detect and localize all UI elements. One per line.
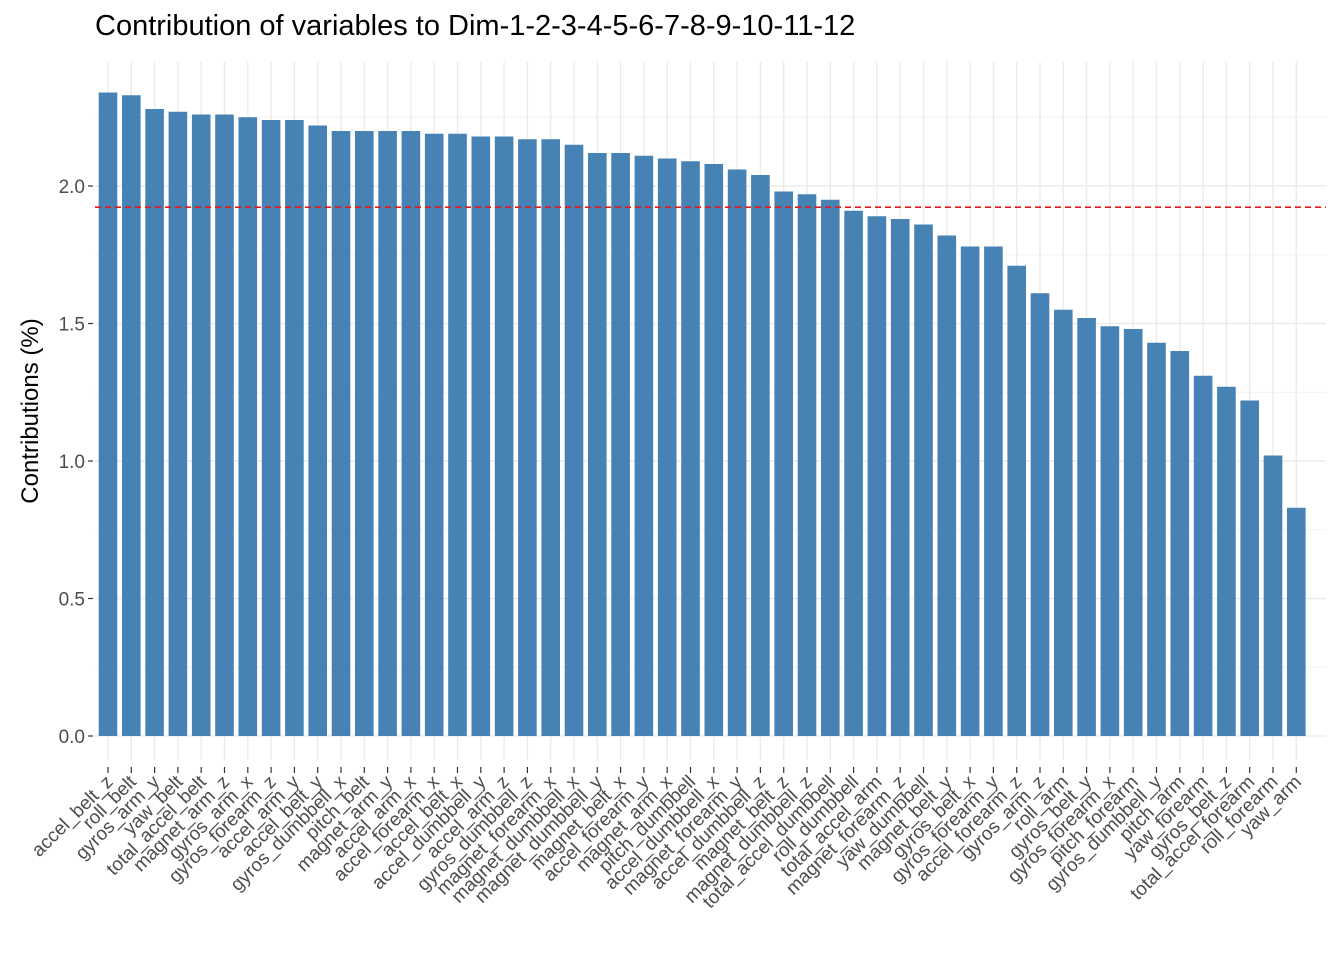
chart-title: Contribution of variables to Dim-1-2-3-4… bbox=[95, 10, 856, 42]
bar bbox=[914, 224, 933, 736]
y-tick-label: 1.5 bbox=[59, 315, 85, 336]
bar bbox=[331, 131, 351, 736]
bar bbox=[844, 210, 863, 736]
bar bbox=[1054, 309, 1073, 736]
bar bbox=[1077, 318, 1096, 736]
bar bbox=[821, 199, 840, 736]
y-axis-label: Contributions (%) bbox=[17, 318, 44, 503]
bar bbox=[285, 120, 304, 736]
bar bbox=[541, 139, 560, 736]
y-axis-ticks: 0.0 0.5 1.0 1.5 2.0 bbox=[59, 177, 93, 748]
bar bbox=[657, 158, 677, 736]
bar bbox=[238, 117, 258, 736]
bar bbox=[168, 111, 188, 736]
bar bbox=[564, 144, 584, 736]
bar bbox=[424, 133, 444, 736]
bar bbox=[890, 219, 910, 736]
bar bbox=[634, 155, 654, 736]
bar bbox=[1030, 293, 1050, 736]
bar bbox=[960, 246, 980, 736]
bar bbox=[308, 125, 327, 736]
bar bbox=[191, 114, 211, 736]
bar bbox=[98, 92, 118, 736]
bar bbox=[261, 120, 281, 736]
bar bbox=[471, 136, 491, 736]
bar bbox=[1193, 375, 1213, 736]
bar bbox=[122, 95, 141, 736]
bar bbox=[1147, 342, 1166, 736]
bar bbox=[681, 161, 700, 736]
bar bbox=[1287, 507, 1306, 736]
bar bbox=[727, 169, 747, 736]
bar bbox=[1007, 265, 1026, 736]
bar bbox=[1170, 351, 1190, 736]
bar bbox=[611, 153, 630, 736]
y-tick-label: 1.0 bbox=[59, 452, 85, 473]
bar bbox=[518, 139, 537, 736]
bar bbox=[1240, 400, 1259, 736]
bar bbox=[145, 109, 164, 736]
bar bbox=[984, 246, 1003, 736]
bar bbox=[448, 133, 467, 736]
bar bbox=[1100, 326, 1120, 736]
bar bbox=[867, 216, 887, 736]
bar bbox=[1217, 386, 1236, 736]
y-tick-label: 2.0 bbox=[59, 177, 85, 198]
bar bbox=[494, 136, 514, 736]
bar bbox=[588, 153, 607, 736]
bar bbox=[355, 131, 374, 736]
bar bbox=[797, 194, 817, 736]
x-axis-ticks: accel_belt_zroll_beltgyros_arm_yyaw_belt… bbox=[28, 767, 1306, 913]
bar bbox=[215, 114, 234, 736]
bar bbox=[774, 191, 793, 736]
bar bbox=[937, 235, 957, 736]
bar bbox=[401, 131, 421, 736]
bar bbox=[751, 175, 770, 736]
y-tick-label: 0.0 bbox=[59, 727, 85, 748]
y-tick-label: 0.5 bbox=[59, 590, 85, 611]
bar-layer bbox=[98, 92, 1306, 736]
bar bbox=[1123, 329, 1143, 736]
bar bbox=[704, 164, 724, 736]
bar bbox=[378, 131, 397, 736]
bar bbox=[1263, 455, 1283, 736]
